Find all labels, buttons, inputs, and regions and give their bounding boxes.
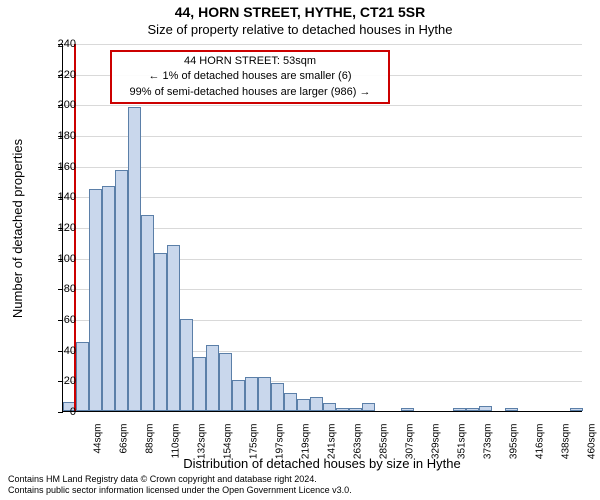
y-tick-label: 20 [46,375,76,387]
x-tick-label: 395sqm [509,424,520,464]
x-tick-label: 88sqm [145,424,156,464]
histogram-bar [180,319,193,411]
x-tick-label: 285sqm [379,424,390,464]
histogram-bar [245,377,258,411]
x-tick-label: 307sqm [405,424,416,464]
histogram-bar [154,253,167,411]
y-tick-label: 80 [46,283,76,295]
histogram-bar [232,380,245,411]
x-tick-label: 132sqm [197,424,208,464]
info-box-line: 99% of semi-detached houses are larger (… [118,85,382,100]
histogram-bar [141,215,154,411]
x-tick-label: 351sqm [457,424,468,464]
gridline [63,105,582,106]
y-tick-label: 0 [46,406,76,418]
histogram-bar [128,107,141,411]
histogram-bar [193,357,206,411]
histogram-bar [466,408,479,411]
x-tick-label: 44sqm [93,424,104,464]
gridline [63,44,582,45]
x-tick-label: 110sqm [171,424,182,464]
histogram-bar [115,170,128,411]
histogram-bar [206,345,219,411]
histogram-bar [323,403,336,411]
histogram-bar [336,408,349,411]
chart-subtitle: Size of property relative to detached ho… [0,22,600,37]
histogram-bar [284,393,297,411]
info-box: 44 HORN STREET: 53sqm← 1% of detached ho… [110,50,390,104]
y-tick-label: 100 [46,253,76,265]
x-tick-label: 175sqm [249,424,260,464]
y-tick-label: 60 [46,314,76,326]
x-tick-label: 66sqm [119,424,130,464]
y-tick-label: 160 [46,161,76,173]
x-tick-label: 438sqm [561,424,572,464]
histogram-bar [479,406,492,411]
y-tick-label: 120 [46,222,76,234]
histogram-bar [505,408,518,411]
histogram-bar [219,353,232,411]
footer-attribution: Contains HM Land Registry data © Crown c… [8,474,352,496]
histogram-bar [453,408,466,411]
y-axis-label: Number of detached properties [10,44,26,412]
histogram-bar [362,403,375,411]
chart-title: 44, HORN STREET, HYTHE, CT21 5SR [0,4,600,20]
histogram-bar [89,189,102,411]
info-box-line: 44 HORN STREET: 53sqm [118,54,382,69]
histogram-bar [167,245,180,411]
y-tick-label: 200 [46,99,76,111]
histogram-bar [349,408,362,411]
histogram-bar [271,383,284,411]
histogram-bar [76,342,89,411]
y-tick-label: 240 [46,38,76,50]
y-tick-label: 220 [46,69,76,81]
x-tick-label: 263sqm [353,424,364,464]
x-tick-label: 416sqm [535,424,546,464]
y-tick-label: 140 [46,191,76,203]
histogram-bar [297,399,310,411]
y-tick-label: 40 [46,345,76,357]
x-tick-label: 154sqm [223,424,234,464]
x-tick-label: 460sqm [587,424,598,464]
histogram-bar [310,397,323,411]
footer-line1: Contains HM Land Registry data © Crown c… [8,474,352,485]
footer-line2: Contains public sector information licen… [8,485,352,496]
x-axis-label: Distribution of detached houses by size … [62,456,582,471]
x-tick-label: 197sqm [275,424,286,464]
histogram-bar [570,408,583,411]
x-tick-label: 241sqm [327,424,338,464]
info-box-line: ← 1% of detached houses are smaller (6) [118,69,382,84]
x-tick-label: 373sqm [483,424,494,464]
x-tick-label: 329sqm [431,424,442,464]
y-tick-label: 180 [46,130,76,142]
histogram-bar [258,377,271,411]
histogram-bar [401,408,414,411]
x-tick-label: 219sqm [301,424,312,464]
histogram-bar [102,186,115,411]
